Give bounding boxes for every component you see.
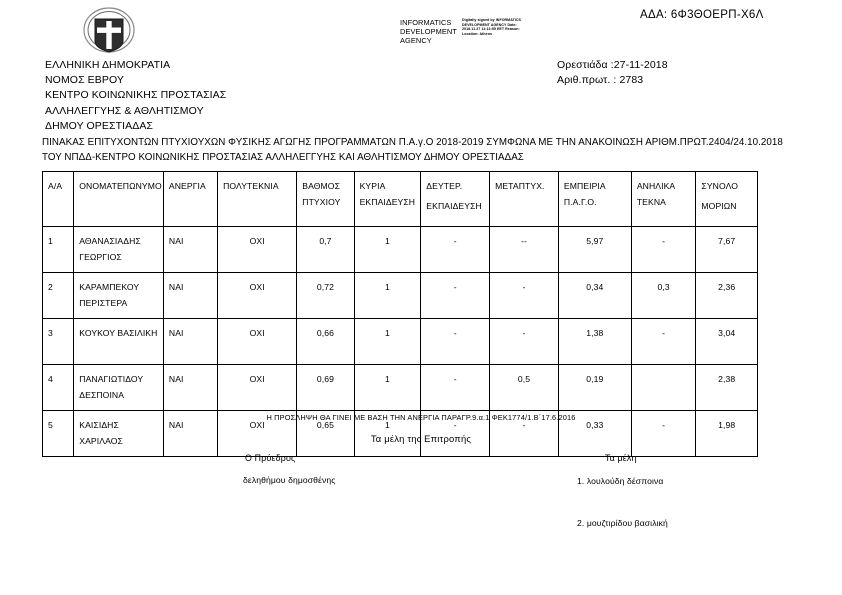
cell-unemployment: ΝΑΙ [162, 364, 219, 411]
cell-total-points: 7,67 [695, 226, 758, 273]
cell-experience: 0,19 [557, 364, 632, 411]
cell-aa: 1 [41, 226, 75, 273]
cell-large-family: ΟΧΙ [217, 364, 298, 411]
protocol-number: Αριθ.πρωτ. : 2783 [557, 74, 644, 87]
column-header-aa: Α/Α [41, 171, 75, 227]
cell-name: ΑΘΑΝΑΣΙΑΔΗΣ ΓΕΩΡΓΙΟΣ [73, 226, 164, 273]
cell-minor-children: 0,3 [630, 272, 697, 319]
document-meta: Ορεστιάδα :27-11-2018 Αριθ.πρωτ. : 2783 [557, 58, 668, 88]
cell-degree-grade: 0,7 [296, 226, 355, 273]
table-row: 2 ΚΑΡΑΜΠΕΚΟΥ ΠΕΡΙΣΤΕΡΑ ΝΑΙ ΟΧΙ 0,72 1 - … [41, 272, 758, 319]
cell-main-education: 1 [353, 272, 422, 319]
cell-experience: 5,97 [557, 226, 632, 273]
cell-total-points: 3,04 [695, 318, 758, 365]
table-row: 5 ΚΑΙΣΙΔΗΣ ΧΑΡΙΛΑΟΣ ΝΑΙ ΟΧΙ 0,65 1 - - 0… [41, 410, 758, 457]
cell-secondary-education: - [420, 318, 491, 365]
cell-secondary-education: - [420, 226, 491, 273]
organization-line: ΚΕΝΤΡΟ ΚΟΙΝΩΝΙΚΗΣ ΠΡΟΣΤΑΣΙΑΣ [45, 89, 227, 102]
cell-aa: 2 [41, 272, 75, 319]
organization-line: ΕΛΛΗΝΙΚΗ ΔΗΜΟΚΡΑΤΙΑ [45, 59, 171, 71]
cell-main-education: 1 [353, 364, 422, 411]
title-line-1: ΠΙΝΑΚΑΣ ΕΠΙΤΥΧΟΝΤΩΝ ΠΤΥΧΙΟΥΧΩΝ ΦΥΣΙΚΗΣ Α… [42, 137, 783, 148]
digital-signature-stamp: INFORMATICS DEVELOPMENT AGENCY Digitally… [400, 18, 535, 46]
cell-unemployment: ΝΑΙ [162, 410, 219, 457]
cell-experience: 0,34 [557, 272, 632, 319]
cell-name: ΚΑΡΑΜΠΕΚΟΥ ΠΕΡΙΣΤΕΡΑ [73, 272, 164, 319]
column-header-unemployment: ΑΝΕΡΓΙΑ [162, 171, 219, 227]
cell-minor-children: - [630, 410, 697, 457]
cell-unemployment: ΝΑΙ [162, 226, 219, 273]
organization-line: ΑΛΛΗΛΕΓΓΥΗΣ & ΑΘΛΗΤΙΣΜΟΥ [45, 104, 204, 117]
table-row: 3 ΚΟΥΚΟΥ ΒΑΣΙΛΙΚΗ ΝΑΙ ΟΧΙ 0,66 1 - - 1,3… [41, 318, 758, 365]
cell-minor-children: - [630, 318, 697, 365]
cell-aa: 5 [41, 410, 75, 457]
column-header-experience: ΕΜΠΕΙΡΙΑ Π.Α.Γ.Ο. [557, 171, 632, 227]
cell-main-education: 1 [353, 226, 422, 273]
member-signature-1: 1. λουλούδη δέσποινα [577, 476, 664, 486]
cell-experience: 0,33 [557, 410, 632, 457]
cell-total-points: 2,38 [695, 364, 758, 411]
cell-postgraduate: - [489, 318, 559, 365]
cell-total-points: 1,98 [695, 410, 758, 457]
cell-degree-grade: 0,66 [296, 318, 355, 365]
member-signature-2: 2. μουζτιρίδου βασιλική [577, 518, 668, 528]
cell-postgraduate: 0,5 [489, 364, 559, 411]
cell-postgraduate: -- [489, 226, 559, 273]
signature-stamp-details: Digitally signed by INFORMATICS DEVELOPM… [462, 18, 521, 36]
cell-degree-grade: 0,65 [296, 410, 355, 457]
cell-name: ΠΑΝΑΓΙΩΤΙΔΟΥ ΔΕΣΠΟΙΝΑ [73, 364, 164, 411]
column-header-degree-grade: ΒΑΘΜΟΣ ΠΤΥΧΙΟΥ [296, 171, 355, 227]
cell-degree-grade: 0,69 [296, 364, 355, 411]
cell-secondary-education: - [420, 364, 491, 411]
column-header-large-family: ΠΟΛΥΤΕΚΝΙΑ [217, 171, 298, 227]
cell-experience: 1,38 [557, 318, 632, 365]
results-table: Α/Α ΟΝΟΜΑΤΕΠΩΝΥΜΟ ΑΝΕΡΓΙΑ ΠΟΛΥΤΕΚΝΙΑ ΒΑΘ… [41, 171, 758, 457]
table-row: 1 ΑΘΑΝΑΣΙΑΔΗΣ ΓΕΩΡΓΙΟΣ ΝΑΙ ΟΧΙ 0,7 1 - -… [41, 226, 758, 273]
cell-postgraduate: - [489, 410, 559, 457]
cell-name: ΚΟΥΚΟΥ ΒΑΣΙΛΙΚΗ [73, 318, 164, 365]
members-label: Τα μέλη [605, 453, 637, 463]
committee-label: Τα μέλη της Επιτροπής [370, 433, 472, 444]
organization-line: ΔΗΜΟΥ ΟΡΕΣΤΙΑΔΑΣ [45, 119, 154, 132]
legal-note: Η ΠΡΟΣΛΗΨΗ ΘΑ ΓΙΝΕΙ ΜΕ ΒΑΣΗ ΤΗΝ ΑΝΕΡΓΙΑ … [266, 413, 576, 422]
title-line-2: ΤΟΥ ΝΠΔΔ-ΚΕΝΤΡΟ ΚΟΙΝΩΝΙΚΗΣ ΠΡΟΣΤΑΣΙΑΣ ΑΛ… [42, 152, 524, 163]
cell-main-education: 1 [353, 410, 422, 457]
president-label: Ο Πρόεδρος [245, 453, 296, 463]
cell-secondary-education: - [420, 272, 491, 319]
column-header-name: ΟΝΟΜΑΤΕΠΩΝΥΜΟ [73, 171, 164, 227]
greek-republic-emblem [82, 6, 136, 54]
cell-total-points: 2,36 [695, 272, 758, 319]
cell-degree-grade: 0,72 [296, 272, 355, 319]
cell-aa: 4 [41, 364, 75, 411]
page-title: ΠΙΝΑΚΑΣ ΕΠΙΤΥΧΟΝΤΩΝ ΠΤΥΧΙΟΥΧΩΝ ΦΥΣΙΚΗΣ Α… [42, 135, 822, 165]
cell-postgraduate: - [489, 272, 559, 319]
column-header-main-education: ΚΥΡΙΑ ΕΚΠΑΙΔΕΥΣΗ [353, 171, 422, 227]
cell-unemployment: ΝΑΙ [162, 318, 219, 365]
column-header-postgraduate: ΜΕΤΑΠΤΥΧ. [489, 171, 559, 227]
ada-code: ΑΔΑ: 6Φ3ΘΟΕΡΠ-Χ6Λ [640, 9, 764, 21]
cell-aa: 3 [41, 318, 75, 365]
cell-large-family: ΟΧΙ [217, 272, 298, 319]
cell-unemployment: ΝΑΙ [162, 272, 219, 319]
column-header-total-points: ΣΥΝΟΛΟ ΜΟΡΙΩΝ [695, 171, 758, 227]
signature-stamp-title: INFORMATICS DEVELOPMENT AGENCY [400, 18, 457, 46]
column-header-secondary-education: ΔΕΥΤΕΡ. ΕΚΠΑΙΔΕΥΣΗ [420, 171, 491, 227]
cell-main-education: 1 [353, 318, 422, 365]
cell-large-family: ΟΧΙ [217, 410, 298, 457]
cell-secondary-education: - [420, 410, 491, 457]
cell-minor-children [630, 364, 697, 411]
president-signature: δεληθήμου δημοσθένης [243, 475, 336, 485]
cell-large-family: ΟΧΙ [217, 318, 298, 365]
organization-line: ΝΟΜΟΣ ΕΒΡΟΥ [45, 74, 125, 87]
column-header-minor-children: ΑΝΗΛΙΚΑ ΤΕΚΝΑ [630, 171, 697, 227]
organization-block: ΕΛΛΗΝΙΚΗ ΔΗΜΟΚΡΑΤΙΑ ΝΟΜΟΣ ΕΒΡΟΥ ΚΕΝΤΡΟ Κ… [45, 58, 226, 134]
cell-minor-children: - [630, 226, 697, 273]
table-header-row: Α/Α ΟΝΟΜΑΤΕΠΩΝΥΜΟ ΑΝΕΡΓΙΑ ΠΟΛΥΤΕΚΝΙΑ ΒΑΘ… [41, 171, 758, 227]
table-row: 4 ΠΑΝΑΓΙΩΤΙΔΟΥ ΔΕΣΠΟΙΝΑ ΝΑΙ ΟΧΙ 0,69 1 -… [41, 364, 758, 411]
place-date: Ορεστιάδα :27-11-2018 [557, 59, 668, 71]
cell-large-family: ΟΧΙ [217, 226, 298, 273]
